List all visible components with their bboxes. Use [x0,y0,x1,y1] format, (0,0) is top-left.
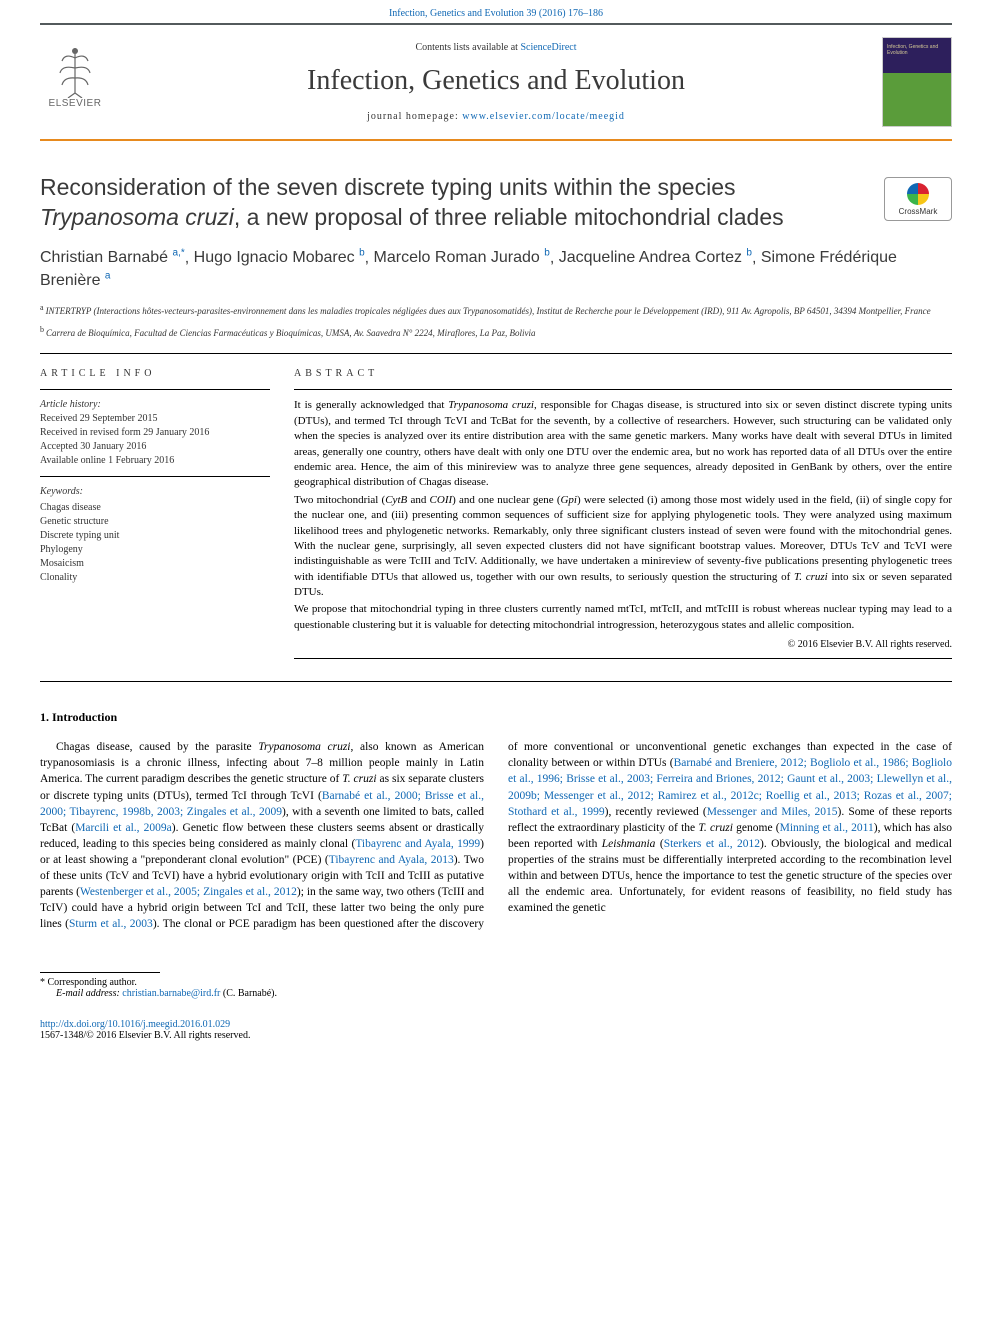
citation-link[interactable]: Barnabé et al., 2000; Brisse et al., 200… [40,790,484,818]
authors-list: Christian Barnabé a,*, Hugo Ignacio Moba… [40,247,952,292]
author: Christian Barnabé a,* [40,249,185,266]
article-info-heading: ARTICLE INFO [40,368,270,379]
article-title: Reconsideration of the seven discrete ty… [40,173,952,233]
author-affil-sup: a,* [173,248,185,259]
author: Hugo Ignacio Mobarec b [194,249,365,266]
section-heading: 1. Introduction [40,710,952,725]
article-history: Article history: Received 29 September 2… [40,398,270,585]
info-divider [294,658,952,659]
publisher-name: ELSEVIER [49,98,102,109]
crossmark-icon [907,183,929,205]
top-citation-link[interactable]: Infection, Genetics and Evolution 39 (20… [0,0,992,23]
journal-name: Infection, Genetics and Evolution [110,65,882,97]
homepage-link[interactable]: www.elsevier.com/locate/meegid [462,111,625,122]
history-item: Available online 1 February 2016 [40,454,270,468]
citation-link[interactable]: Marcili et al., 2009a [75,822,172,834]
keywords-label: Keywords: [40,485,270,499]
journal-cover-thumbnail: Infection, Genetics and Evolution [882,37,952,127]
affiliation: a INTERTRYP (Interactions hôtes-vecteurs… [40,302,952,318]
doi-link[interactable]: http://dx.doi.org/10.1016/j.meegid.2016.… [40,1019,230,1030]
publisher-logo: ELSEVIER [40,43,110,121]
author-affil-sup: b [746,248,752,259]
citation-link[interactable]: Minning et al., 2011 [780,822,874,834]
info-divider [40,476,270,477]
divider [40,353,952,354]
citation-link[interactable]: Sturm et al., 2003 [69,918,153,930]
body-text: Chagas disease, caused by the parasite T… [40,739,952,932]
author: Marcelo Roman Jurado b [374,249,550,266]
sciencedirect-link[interactable]: ScienceDirect [520,42,576,53]
cover-title: Infection, Genetics and Evolution [887,44,947,56]
author-affil-sup: b [359,248,365,259]
abstract-paragraph: We propose that mitochondrial typing in … [294,602,952,633]
author-affil-sup: a [105,271,111,282]
crossmark-label: CrossMark [899,207,938,216]
abstract-heading: ABSTRACT [294,368,952,379]
header-center: Contents lists available at ScienceDirec… [110,42,882,122]
info-divider [294,389,952,390]
author: Jacqueline Andrea Cortez b [559,249,752,266]
keyword: Clonality [40,571,270,585]
abstract-copyright: © 2016 Elsevier B.V. All rights reserved… [294,639,952,650]
citation-link[interactable]: Sterkers et al., 2012 [664,838,760,850]
history-item: Accepted 30 January 2016 [40,440,270,454]
contents-line: Contents lists available at ScienceDirec… [110,42,882,53]
citation-link[interactable]: Tibayrenc and Ayala, 1999 [355,838,480,850]
info-divider [40,389,270,390]
history-item: Received in revised form 29 January 2016 [40,426,270,440]
history-item: Received 29 September 2015 [40,412,270,426]
issn-copyright: 1567-1348/© 2016 Elsevier B.V. All right… [40,1030,952,1041]
history-label: Article history: [40,398,270,412]
abstract-text: It is generally acknowledged that Trypan… [294,398,952,633]
crossmark-badge[interactable]: CrossMark [884,177,952,221]
homepage-line: journal homepage: www.elsevier.com/locat… [110,111,882,122]
citation-link[interactable]: Westenberger et al., 2005; Zingales et a… [80,886,297,898]
journal-header: ELSEVIER Contents lists available at Sci… [40,23,952,141]
corresponding-author: * Corresponding author. E-mail address: … [40,977,952,999]
doi-block: http://dx.doi.org/10.1016/j.meegid.2016.… [40,1019,952,1041]
email-link[interactable]: christian.barnabe@ird.fr [122,988,220,999]
abstract-paragraph: It is generally acknowledged that Trypan… [294,398,952,490]
author-affil-sup: b [544,248,550,259]
elsevier-tree-icon [50,43,100,98]
citation-link[interactable]: Tibayrenc and Ayala, 2013 [329,854,454,866]
footer: * Corresponding author. E-mail address: … [40,972,952,1041]
citation-link[interactable]: Infection, Genetics and Evolution 39 (20… [389,8,603,19]
keyword: Genetic structure [40,515,270,529]
keyword: Chagas disease [40,501,270,515]
keyword: Discrete typing unit [40,529,270,543]
abstract-paragraph: Two mitochondrial (CytB and COII) and on… [294,493,952,601]
affiliation: b Carrera de Bioquímica, Facultad de Cie… [40,324,952,340]
divider [40,681,952,682]
keyword: Mosaicism [40,557,270,571]
footnote-rule [40,972,160,973]
citation-link[interactable]: Messenger and Miles, 2015 [707,806,838,818]
keyword: Phylogeny [40,543,270,557]
